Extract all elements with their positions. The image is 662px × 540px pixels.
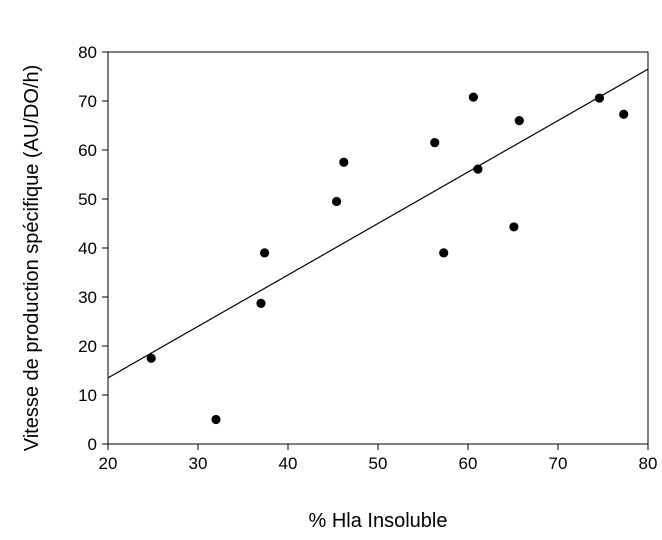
- data-point: [332, 196, 342, 207]
- plot-area-frame: [107, 51, 649, 445]
- data-points: [146, 92, 629, 425]
- x-tick-label: 80: [639, 454, 658, 473]
- regression-line: [107, 68, 649, 379]
- x-axis-ticks: 20 30 40 50 60 70 80: [99, 444, 658, 473]
- x-tick-label: 30: [189, 454, 208, 473]
- y-tick-label: 20: [78, 337, 97, 356]
- data-point: [594, 93, 605, 103]
- y-axis-title: Vitesse de production spécifique (AU/DO/…: [21, 65, 43, 452]
- data-point: [256, 298, 266, 308]
- data-point: [514, 116, 524, 126]
- data-point: [473, 164, 483, 174]
- x-tick-label: 20: [99, 454, 118, 473]
- x-tick-label: 50: [369, 454, 388, 473]
- x-axis-title: % Hla Insoluble: [309, 510, 448, 532]
- x-tick-label: 60: [459, 454, 478, 473]
- x-tick-label: 70: [549, 454, 568, 473]
- y-tick-label: 10: [78, 386, 97, 405]
- data-point: [146, 353, 156, 363]
- data-point: [339, 157, 349, 167]
- y-tick-label: 40: [78, 239, 97, 258]
- data-point: [260, 248, 270, 258]
- data-point: [509, 222, 519, 232]
- y-tick-label: 50: [78, 190, 97, 209]
- y-tick-label: 80: [78, 43, 97, 62]
- data-point: [430, 138, 440, 148]
- data-point: [211, 414, 221, 425]
- data-point: [468, 92, 478, 102]
- y-tick-label: 70: [78, 92, 97, 111]
- data-point: [619, 109, 629, 119]
- data-point: [439, 248, 449, 258]
- x-tick-label: 40: [279, 454, 298, 473]
- y-tick-label: 60: [78, 141, 97, 160]
- y-axis-ticks: 0 10 20 30 40 50 60 70 80: [78, 43, 108, 454]
- y-tick-label: 0: [88, 435, 97, 454]
- y-tick-label: 30: [78, 288, 97, 307]
